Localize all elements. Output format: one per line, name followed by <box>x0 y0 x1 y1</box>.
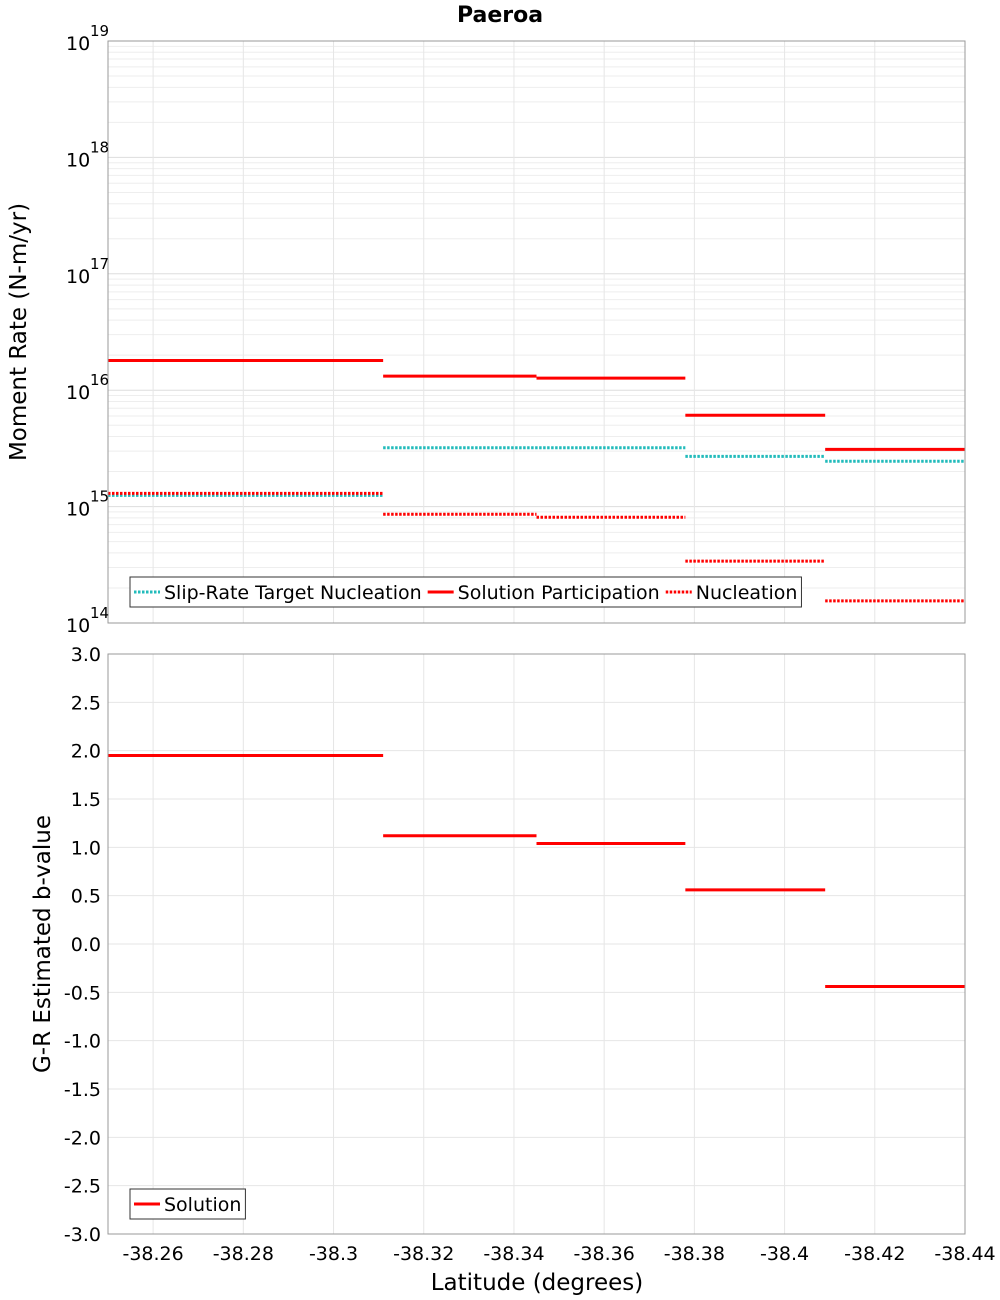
chart-title: Paeroa <box>457 3 543 28</box>
x-tick-label: -38.4 <box>760 1243 809 1265</box>
bottom-y-ticks: -3.0 -2.5 -2.0 -1.5 -1.0 -0.5 0.0 0.5 1.0 1.5 2.0 2… <box>64 644 101 1246</box>
y-tick-label: -2.5 <box>64 1176 101 1198</box>
y-tick-label: 10 <box>66 615 90 637</box>
y-tick-label: 0.5 <box>71 886 101 908</box>
top-plot-area <box>108 41 965 623</box>
x-tick-label: -38.42 <box>844 1243 905 1265</box>
legend-entry: Nucleation <box>696 582 798 604</box>
x-tick-label: -38.3 <box>309 1243 358 1265</box>
y-tick-label: 1.5 <box>71 789 101 811</box>
y-tick-exponent: 14 <box>90 604 109 622</box>
bottom-plot-border <box>107 653 966 1235</box>
x-tick-label: -38.36 <box>574 1243 635 1265</box>
y-tick-label: 0.0 <box>71 934 101 956</box>
bottom-legend: Solution <box>129 1188 246 1220</box>
x-tick-label: -38.28 <box>213 1243 274 1265</box>
top-legend: Slip-Rate Target Nucleation Solution Part… <box>129 576 802 608</box>
y-tick-label: 10 <box>66 149 90 171</box>
x-ticks: -38.26 -38.28 -38.3 -38.32 -38.34 -38.36 -38.3… <box>122 1243 995 1265</box>
y-tick-exponent: 15 <box>90 488 109 506</box>
y-tick-label: 2.0 <box>71 741 101 763</box>
top-plot-border <box>107 40 966 624</box>
bottom-series <box>108 754 965 989</box>
x-tick-label: -38.38 <box>664 1243 725 1265</box>
y-tick-label: 10 <box>66 266 90 288</box>
y-tick-label: -2.0 <box>64 1127 101 1149</box>
bottom-panel: -3.0 -2.5 -2.0 -1.5 -1.0 -0.5 0.0 0.5 1.0 1.5 2.0 2… <box>30 644 996 1296</box>
y-tick-label: 10 <box>66 499 90 521</box>
top-y-axis-label: Moment Rate (N-m/yr) <box>6 203 32 461</box>
x-tick-label: -38.32 <box>393 1243 454 1265</box>
legend-entry: Solution <box>164 1194 241 1216</box>
y-tick-exponent: 16 <box>90 371 109 389</box>
legend-entry: Slip-Rate Target Nucleation <box>164 582 422 604</box>
y-tick-exponent: 17 <box>90 255 109 273</box>
x-axis-label: Latitude (degrees) <box>431 1270 644 1296</box>
top-grid <box>108 41 966 624</box>
y-tick-label: 1.0 <box>71 837 101 859</box>
y-tick-label: 10 <box>66 382 90 404</box>
y-tick-label: -0.5 <box>64 982 101 1004</box>
x-tick-label: -38.44 <box>934 1243 995 1265</box>
top-series <box>108 358 965 603</box>
y-tick-label: 2.5 <box>71 692 101 714</box>
y-tick-label: 3.0 <box>71 644 101 666</box>
legend-entry: Solution Participation <box>458 582 660 604</box>
x-tick-label: -38.34 <box>483 1243 544 1265</box>
y-tick-exponent: 18 <box>90 138 109 156</box>
y-tick-label: -3.0 <box>64 1224 101 1246</box>
y-tick-label: -1.5 <box>64 1079 101 1101</box>
x-tick-label: -38.26 <box>122 1243 183 1265</box>
bottom-y-axis-label: G-R Estimated b-value <box>30 815 56 1073</box>
y-tick-label: -1.0 <box>64 1031 101 1053</box>
y-tick-exponent: 19 <box>90 22 109 40</box>
legend-box <box>129 576 802 608</box>
y-tick-label: 10 <box>66 33 90 55</box>
